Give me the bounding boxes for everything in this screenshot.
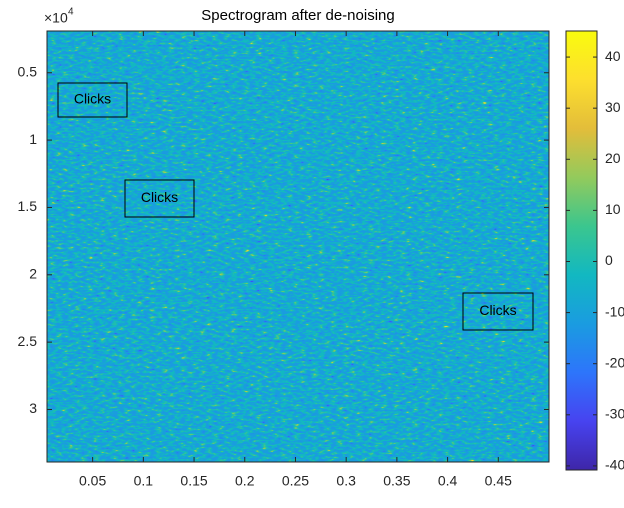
y-multiplier: ×10 xyxy=(44,10,68,26)
y-tick-label: 2.5 xyxy=(18,333,38,349)
x-tick-label: 0.2 xyxy=(235,473,255,489)
y-tick-label: 1.5 xyxy=(18,198,38,214)
x-tick-label: 0.3 xyxy=(336,473,356,489)
colorbar-tick-label: 40 xyxy=(605,48,621,64)
colorbar-tick-label: -40 xyxy=(605,457,624,473)
annotation: Clicks xyxy=(141,189,178,205)
colorbar-frame xyxy=(565,30,598,471)
y-tick-label: 1 xyxy=(29,131,37,147)
spectrogram-image xyxy=(47,31,549,462)
colorbar xyxy=(566,31,597,470)
colorbar-tick-label: -30 xyxy=(605,406,624,422)
plot-frame xyxy=(46,30,550,463)
colorbar-tick-label: -10 xyxy=(605,303,624,319)
x-tick-label: 0.4 xyxy=(438,473,458,489)
annotation-box xyxy=(462,292,534,331)
y-tick-label: 0.5 xyxy=(18,63,38,79)
x-tick-label: 0.25 xyxy=(282,473,309,489)
y-exponent: 4 xyxy=(68,7,74,18)
colorbar-tick-label: 20 xyxy=(605,150,621,166)
x-tick-label: 0.1 xyxy=(134,473,154,489)
colorbar-tick-label: 30 xyxy=(605,99,621,115)
x-tick-label: 0.15 xyxy=(180,473,207,489)
colorbar-tick-label: -20 xyxy=(605,354,624,370)
annotation: Clicks xyxy=(479,302,516,318)
colorbar-tick-label: 0 xyxy=(605,252,613,268)
annotation: Clicks xyxy=(74,91,111,107)
annotation-box xyxy=(124,179,195,218)
chart-title: Spectrogram after de-noising xyxy=(201,7,394,24)
colorbar-tick-label: 10 xyxy=(605,201,621,217)
x-tick-label: 0.35 xyxy=(383,473,410,489)
y-tick-label: 2 xyxy=(29,265,37,281)
annotation-box xyxy=(57,82,128,118)
x-tick-label: 0.05 xyxy=(79,473,106,489)
y-tick-label: 3 xyxy=(29,400,37,416)
x-tick-label: 0.45 xyxy=(485,473,512,489)
